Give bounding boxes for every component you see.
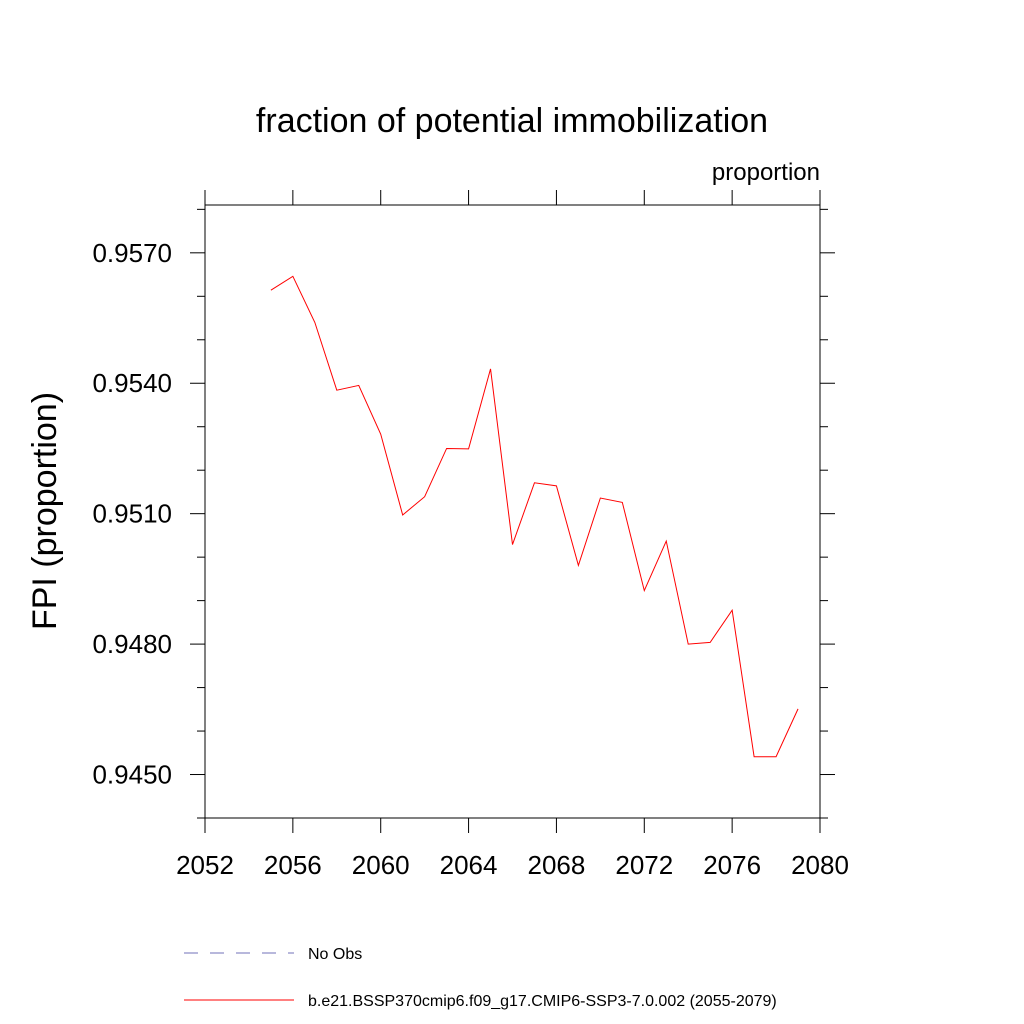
x-axis-ticks: 2052 2056 2060 2064 2068 2072 2076 2080 — [176, 190, 849, 880]
y-axis-ticks: 0.9450 0.9480 0.9510 0.9540 0.9570 — [92, 208, 835, 819]
series-layer — [270, 275, 799, 758]
x-tick-label: 2072 — [615, 850, 673, 880]
legend-label-model-run: b.e21.BSSP370cmip6.f09_g17.CMIP6-SSP3-7.… — [308, 993, 777, 1010]
x-tick-label: 2080 — [791, 850, 849, 880]
y-tick-label: 0.9540 — [92, 368, 172, 398]
y-tick-label: 0.9450 — [92, 760, 172, 790]
x-tick-label: 2076 — [703, 850, 761, 880]
legend-label-no-obs: No Obs — [308, 946, 362, 963]
chart-title: fraction of potential immobilization — [256, 102, 768, 140]
y-axis-label: FPI (proportion) — [26, 392, 64, 630]
plot-frame — [204, 204, 821, 819]
legend: No Obs b.e21.BSSP370cmip6.f09_g17.CMIP6-… — [184, 946, 777, 1010]
x-tick-label: 2052 — [176, 850, 234, 880]
x-tick-label: 2056 — [264, 850, 322, 880]
y-tick-label: 0.9480 — [92, 629, 172, 659]
chart-subtitle: proportion — [712, 159, 820, 186]
y-tick-label: 0.9510 — [92, 499, 172, 529]
series-line-0 — [270, 275, 799, 758]
x-tick-label: 2060 — [352, 850, 410, 880]
x-tick-label: 2064 — [440, 850, 498, 880]
y-tick-label: 0.9570 — [92, 238, 172, 268]
x-tick-label: 2068 — [528, 850, 586, 880]
